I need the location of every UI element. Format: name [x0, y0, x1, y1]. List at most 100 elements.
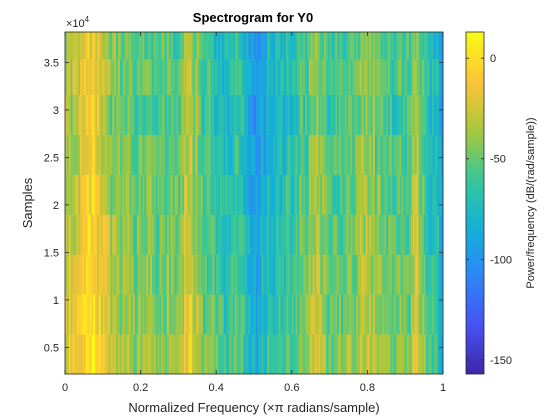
spectrogram-heatmap — [65, 32, 444, 375]
heatmap-cell — [425, 294, 429, 335]
heatmap-cell — [327, 94, 330, 135]
heatmap-cell — [150, 334, 153, 375]
heatmap-cell — [342, 59, 346, 95]
heatmap-cell — [219, 32, 223, 60]
heatmap-cell — [204, 94, 208, 135]
heatmap-cell — [344, 59, 347, 95]
heatmap-cell — [78, 334, 81, 375]
heatmap-cell — [185, 59, 189, 95]
heatmap-cell — [388, 294, 391, 335]
heatmap-cell — [325, 214, 329, 255]
heatmap-cell — [278, 94, 281, 135]
heatmap-cell — [342, 334, 346, 375]
heatmap-cell — [350, 334, 353, 375]
heatmap-cell — [165, 134, 168, 175]
heatmap-cell — [322, 134, 325, 175]
heatmap-cell — [354, 334, 357, 375]
heatmap-cell — [176, 174, 179, 215]
heatmap-cell — [414, 59, 417, 95]
heatmap-cell — [87, 59, 90, 95]
heatmap-cell — [284, 94, 287, 135]
heatmap-cell — [85, 174, 88, 215]
heatmap-cell — [229, 32, 232, 60]
heatmap-cell — [274, 174, 277, 215]
heatmap-cell — [74, 174, 77, 215]
heatmap-cell — [325, 294, 329, 335]
heatmap-cell — [435, 174, 438, 215]
heatmap-cell — [391, 294, 395, 335]
heatmap-cell — [127, 254, 130, 295]
heatmap-cell — [373, 59, 376, 95]
heatmap-cell — [95, 32, 98, 60]
heatmap-cell — [142, 334, 145, 375]
heatmap-cell — [197, 94, 200, 135]
heatmap-cell — [212, 59, 215, 95]
heatmap-cell — [348, 294, 351, 335]
heatmap-cell — [308, 174, 311, 215]
heatmap-cell — [299, 134, 302, 175]
heatmap-cell — [427, 214, 431, 255]
heatmap-cell — [100, 174, 104, 215]
heatmap-cell — [272, 32, 276, 60]
heatmap-cell — [318, 174, 321, 215]
heatmap-cell — [433, 94, 436, 135]
heatmap-cell — [265, 334, 268, 375]
heatmap-cell — [416, 294, 419, 335]
heatmap-cell — [365, 294, 368, 335]
heatmap-cell — [225, 334, 228, 375]
heatmap-cell — [386, 294, 389, 335]
heatmap-cell — [271, 32, 274, 60]
heatmap-cell — [316, 214, 319, 255]
heatmap-cell — [133, 334, 136, 375]
heatmap-cell — [263, 32, 266, 60]
heatmap-cell — [269, 294, 272, 335]
heatmap-cell — [153, 254, 157, 295]
heatmap-cell — [134, 94, 138, 135]
heatmap-cell — [144, 334, 147, 375]
heatmap-cell — [218, 334, 221, 375]
heatmap-cell — [208, 174, 211, 215]
heatmap-cell — [425, 32, 429, 60]
heatmap-cell — [180, 94, 183, 135]
heatmap-cell — [325, 32, 329, 60]
heatmap-cell — [116, 254, 119, 295]
heatmap-cell — [100, 254, 104, 295]
heatmap-cell — [399, 174, 402, 215]
heatmap-cell — [255, 254, 259, 295]
heatmap-cell — [161, 32, 164, 60]
heatmap-cell — [414, 94, 417, 135]
heatmap-cell — [357, 94, 361, 135]
heatmap-cell — [119, 32, 122, 60]
heatmap-cell — [340, 32, 344, 60]
heatmap-cell — [85, 94, 88, 135]
heatmap-cell — [278, 59, 281, 95]
heatmap-cell — [116, 334, 119, 375]
heatmap-cell — [191, 214, 194, 255]
heatmap-cell — [242, 59, 245, 95]
heatmap-cell — [340, 94, 344, 135]
heatmap-cell — [117, 59, 121, 95]
heatmap-cell — [369, 334, 372, 375]
heatmap-cell — [225, 32, 228, 60]
heatmap-cell — [255, 94, 259, 135]
heatmap-cell — [110, 59, 113, 95]
heatmap-cell — [87, 254, 90, 295]
heatmap-cell — [219, 94, 223, 135]
heatmap-cell — [199, 214, 202, 255]
heatmap-cell — [333, 254, 336, 295]
heatmap-cell — [339, 254, 342, 295]
heatmap-cell — [131, 294, 134, 335]
heatmap-cell — [184, 59, 187, 95]
heatmap-cell — [195, 294, 198, 335]
heatmap-cell — [295, 59, 298, 95]
heatmap-cell — [407, 334, 410, 375]
heatmap-cell — [89, 214, 92, 255]
heatmap-cell — [206, 294, 209, 335]
heatmap-cell — [242, 294, 245, 335]
y-tick-label: 2.5 — [44, 152, 59, 164]
heatmap-cell — [403, 334, 406, 375]
heatmap-cell — [378, 59, 381, 95]
heatmap-cell — [189, 294, 192, 335]
heatmap-cell — [371, 174, 374, 215]
heatmap-cell — [274, 94, 277, 135]
